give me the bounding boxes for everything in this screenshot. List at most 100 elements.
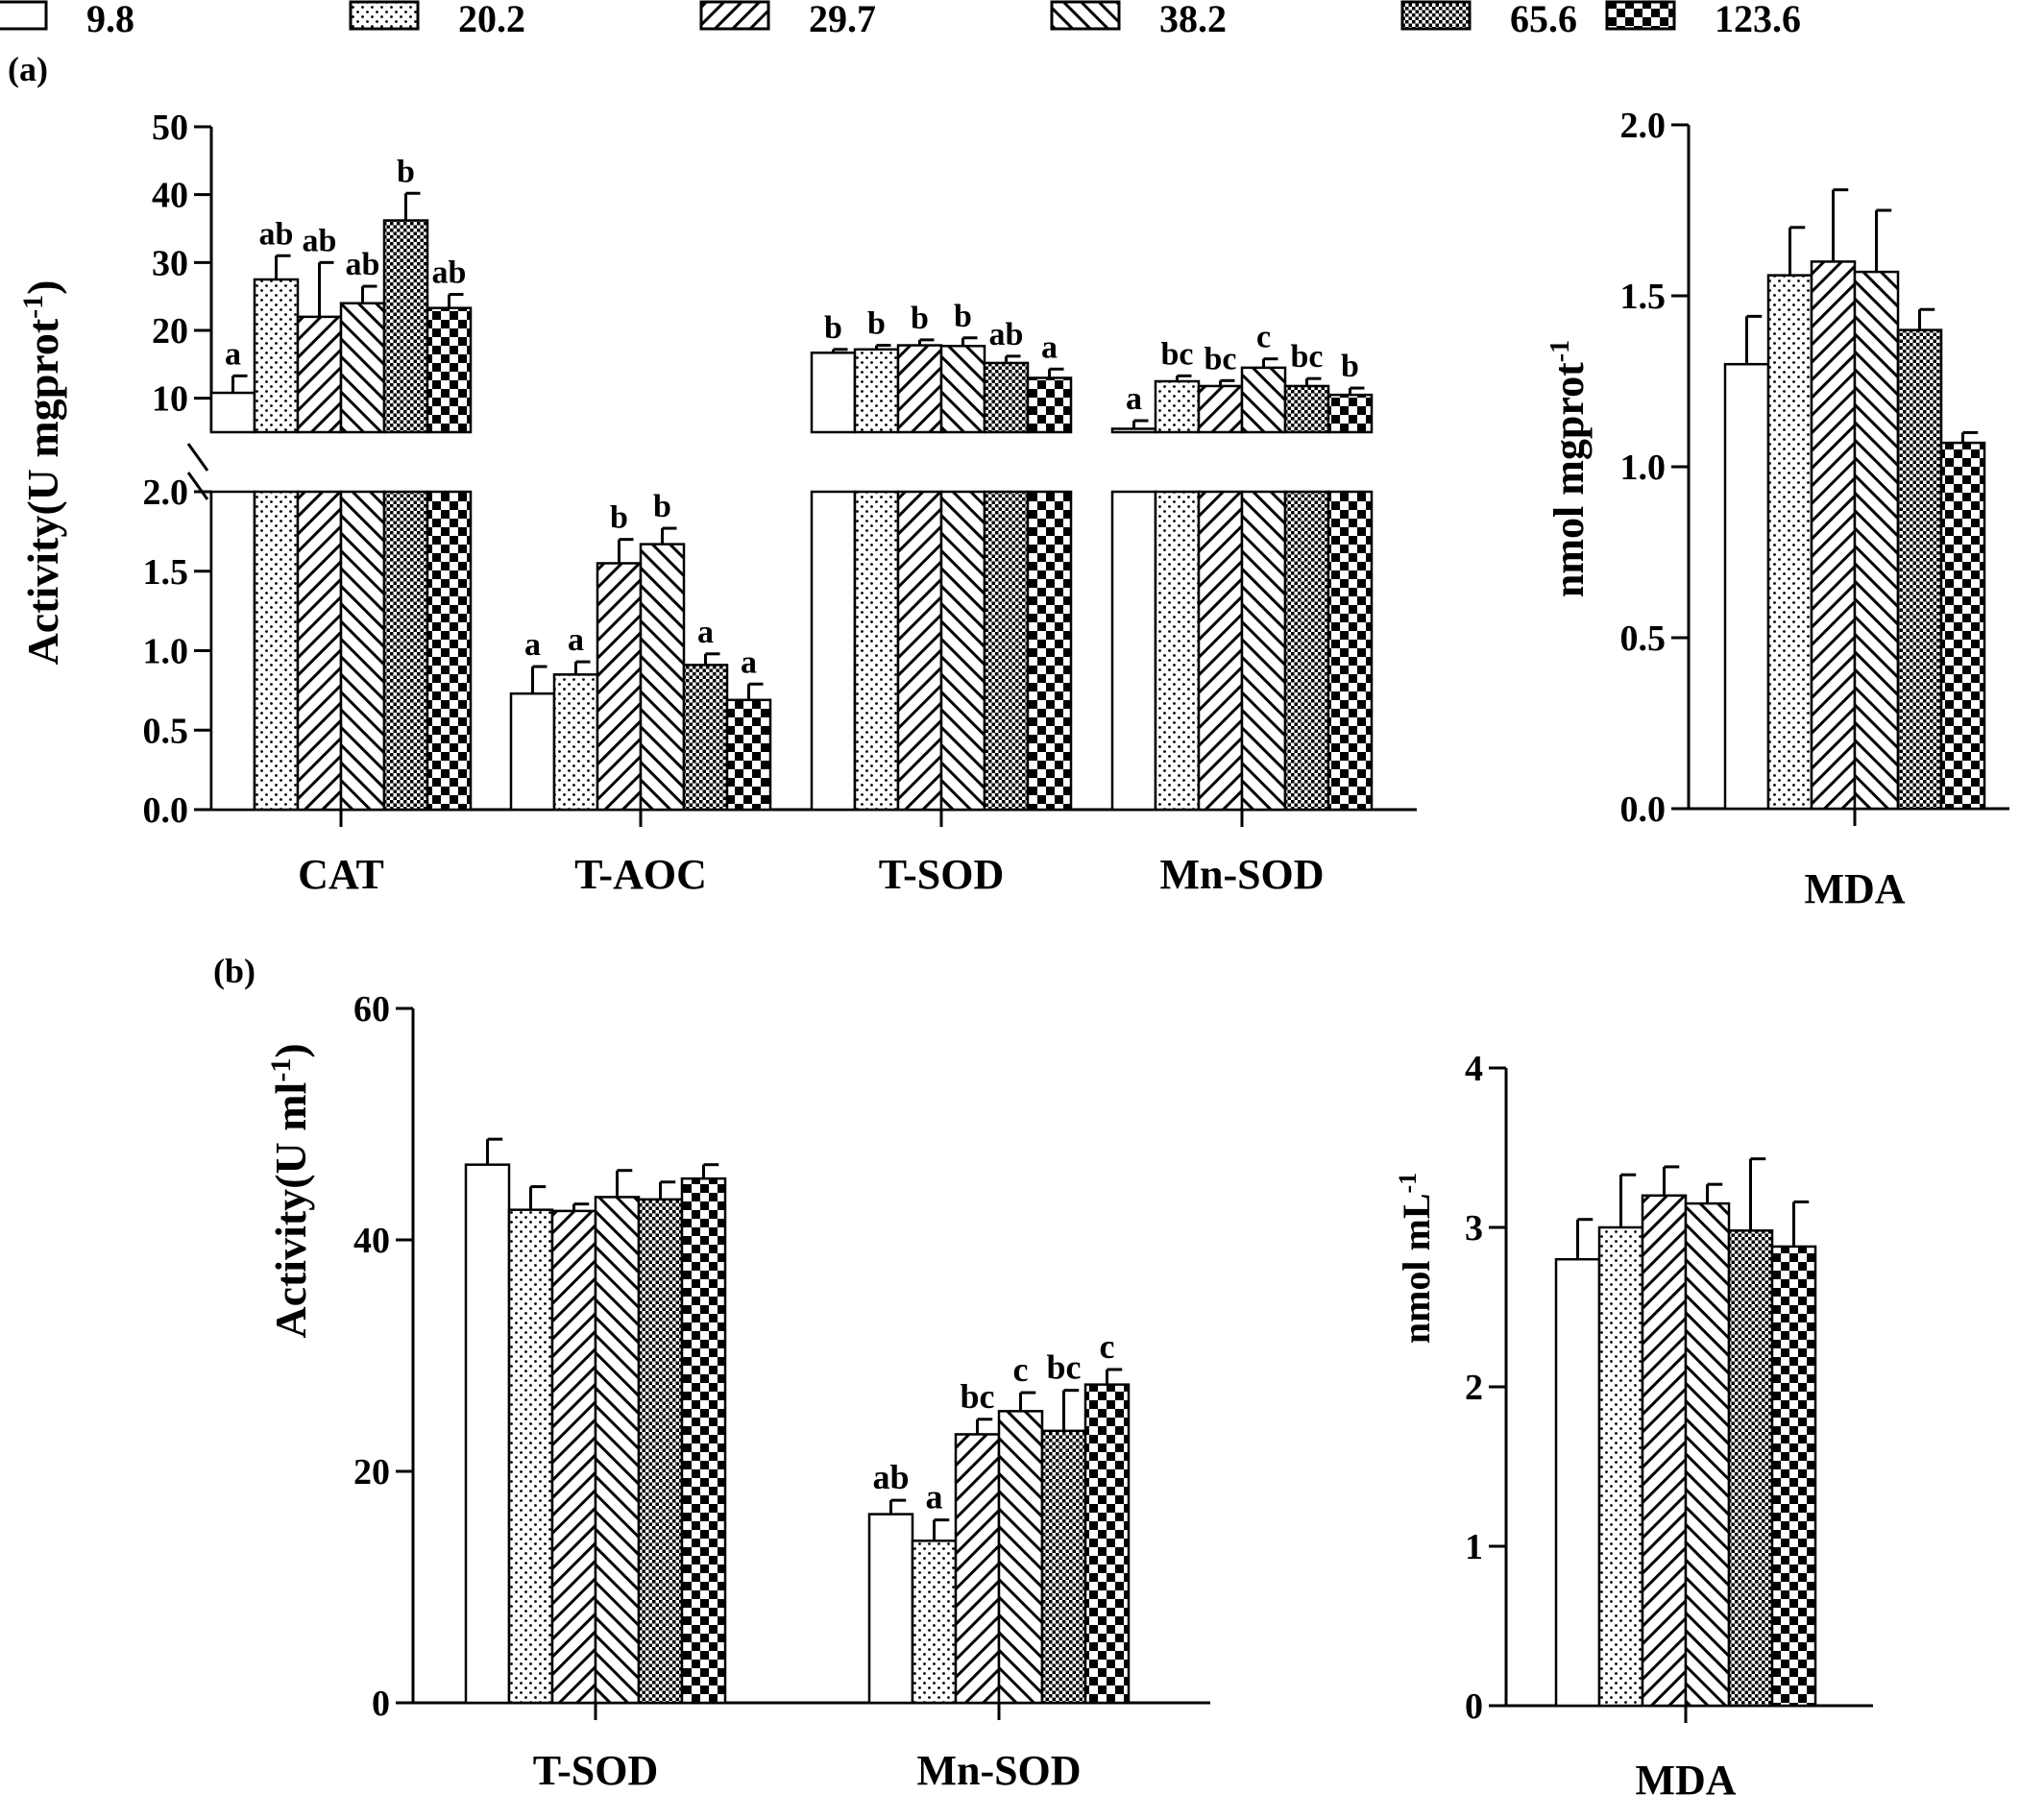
bar [1326, 393, 1374, 434]
bar [209, 391, 256, 434]
legend-label: 29.7 [809, 0, 876, 40]
bar [1197, 384, 1244, 434]
bar [1727, 1229, 1774, 1708]
bar [1283, 384, 1330, 434]
bar [853, 348, 900, 434]
significance-letter: a [225, 336, 241, 372]
bar [1554, 1257, 1601, 1708]
y-tick-label: 30 [152, 243, 188, 283]
significance-letter: ab [989, 317, 1024, 352]
y-tick-label: 40 [152, 176, 188, 216]
bar [810, 352, 857, 434]
y-tick-label: 0.0 [143, 790, 189, 831]
significance-letter: bc [1204, 341, 1237, 376]
panel-a-ylabel-sup: -1 [17, 295, 49, 319]
y-tick-label: 2 [1465, 1368, 1483, 1408]
significance-letter: b [397, 154, 415, 189]
bar [983, 490, 1030, 812]
bar [1240, 366, 1287, 434]
significance-letter: a [926, 1478, 943, 1516]
significance-letter: a [568, 622, 584, 658]
y-tick-label: 0 [372, 1684, 390, 1724]
bar [911, 1540, 958, 1705]
bar [1684, 1201, 1731, 1708]
panel-a-mda-ylabel: nmol mgprot-1 [1545, 340, 1594, 597]
x-category-label: Mn-SOD [1159, 851, 1324, 898]
x-category-label: MDA [1804, 865, 1905, 912]
legend-label: 20.2 [458, 0, 525, 40]
significance-letter: ab [432, 255, 467, 291]
bar [1083, 1383, 1131, 1705]
bar [1810, 260, 1857, 811]
significance-letter: b [653, 489, 671, 524]
panel-a-mda-ylabel-main: nmol mgprot [1545, 362, 1593, 597]
legend-swatch [1605, 0, 1676, 31]
y-tick-label: 40 [353, 1221, 390, 1261]
bar [296, 490, 343, 812]
y-tick-label: 20 [353, 1452, 390, 1492]
significance-letter: ab [303, 223, 337, 258]
bar [1154, 490, 1201, 812]
significance-letter: a [1126, 381, 1142, 417]
significance-letter: c [1100, 1327, 1115, 1366]
y-tick-label: 2.0 [1620, 106, 1667, 146]
panel-b-mda-ylabel-sup: -1 [1394, 1173, 1422, 1194]
bar [637, 1198, 684, 1705]
y-tick-label: 0.5 [1620, 619, 1667, 659]
panel-a-label: (a) [8, 50, 48, 88]
bar [339, 490, 386, 812]
bar [1770, 1245, 1817, 1708]
bar [639, 543, 686, 812]
bar [682, 664, 729, 812]
bar [1026, 490, 1073, 812]
bar [1110, 490, 1157, 812]
bar [1939, 441, 1986, 811]
significance-letter: ab [259, 216, 294, 252]
panel-b-label: (b) [213, 952, 256, 990]
bar [507, 1208, 554, 1705]
significance-letter: a [697, 615, 714, 650]
significance-letter: ab [872, 1458, 909, 1496]
y-tick-label: 0.0 [1620, 789, 1667, 830]
x-category-label: T-AOC [574, 851, 707, 898]
x-category-label: T-SOD [533, 1747, 658, 1794]
bar [209, 490, 256, 812]
significance-letter: a [1041, 329, 1058, 365]
significance-letter: ab [346, 247, 380, 282]
legend-label: 123.6 [1715, 0, 1801, 40]
panel-b-mda-ylabel: nmol mL-1 [1394, 1173, 1439, 1344]
bar [1597, 1225, 1644, 1708]
bar [509, 691, 556, 812]
bar [1154, 379, 1201, 434]
bar [253, 278, 300, 434]
bar [680, 1176, 727, 1705]
bar [1283, 490, 1330, 812]
significance-letter: bc [1291, 339, 1324, 375]
bar [426, 306, 473, 434]
y-tick-label: 1 [1465, 1527, 1483, 1567]
y-tick-label: 0 [1465, 1686, 1483, 1727]
y-tick-label: 50 [152, 108, 188, 148]
bar [1766, 274, 1813, 811]
bar [983, 361, 1030, 434]
bar [552, 673, 599, 812]
significance-letter: a [741, 644, 757, 680]
y-tick-label: 1.0 [1620, 448, 1667, 488]
significance-letter: bc [1047, 1348, 1082, 1387]
bar [1240, 490, 1287, 812]
legend-swatch [349, 0, 420, 31]
significance-letter: a [524, 627, 541, 663]
y-tick-label: 20 [152, 311, 188, 352]
legend-label: 38.2 [1159, 0, 1227, 40]
bar [1853, 270, 1900, 811]
axis-break-mark [186, 443, 209, 472]
legend: 9.8 20.2 29.7 38.2 65.6 123.6 [0, 0, 1801, 40]
panel-a-mda-ylabel-sup: -1 [1545, 340, 1575, 362]
bar [382, 219, 429, 434]
legend-swatch [699, 0, 770, 31]
significance-letter: b [824, 310, 842, 346]
y-tick-label: 10 [152, 379, 188, 420]
bar [939, 345, 986, 434]
bar [896, 490, 943, 812]
